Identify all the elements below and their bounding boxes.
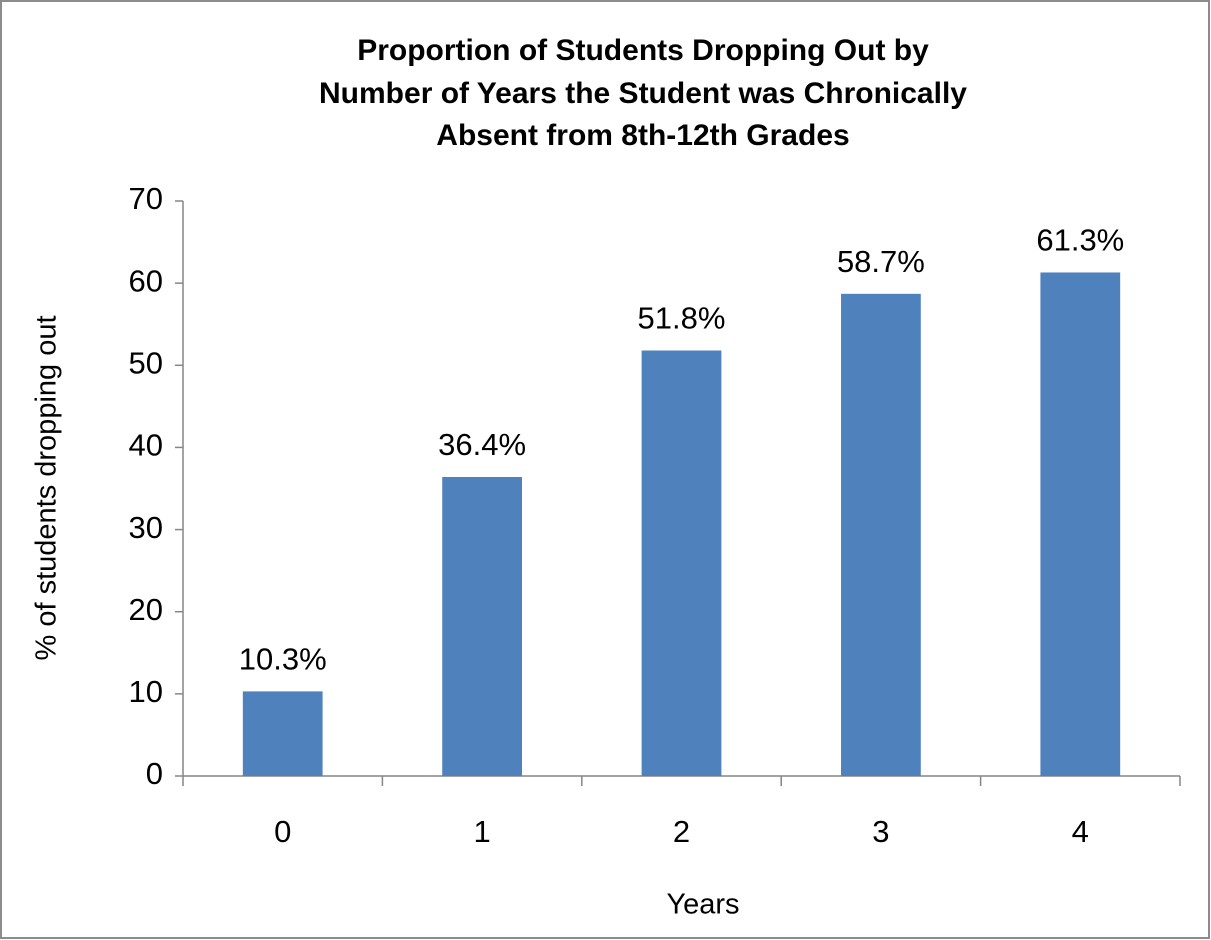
x-tick-label: 0 <box>274 814 291 849</box>
chart-title: Number of Years the Student was Chronica… <box>319 77 967 110</box>
bar <box>841 293 921 776</box>
x-tick-label: 3 <box>872 814 889 849</box>
bar <box>442 477 522 776</box>
chart-title: Absent from 8th-12th Grades <box>436 119 849 152</box>
y-tick-label: 20 <box>129 592 163 627</box>
chart-title: Proportion of Students Dropping Out by <box>357 34 929 67</box>
bar <box>641 350 722 776</box>
x-axis-label: Years <box>666 889 739 921</box>
bar <box>242 691 323 776</box>
y-tick-label: 0 <box>146 756 163 791</box>
value-label: 10.3% <box>239 642 327 677</box>
y-axis-label: % of students dropping out <box>31 315 63 660</box>
x-tick-label: 1 <box>473 814 490 849</box>
y-tick-label: 10 <box>129 674 163 709</box>
value-label: 51.8% <box>638 301 726 336</box>
value-label: 58.7% <box>837 244 925 279</box>
y-tick-label: 30 <box>129 510 163 545</box>
value-label: 61.3% <box>1036 223 1124 258</box>
value-label: 36.4% <box>438 427 526 462</box>
y-tick-label: 50 <box>129 345 163 380</box>
x-tick-label: 4 <box>1072 814 1089 849</box>
y-tick-label: 60 <box>129 263 163 298</box>
y-tick-label: 40 <box>129 428 163 463</box>
x-tick-label: 2 <box>673 814 690 849</box>
y-tick-label: 70 <box>129 181 163 216</box>
bar <box>1040 272 1121 776</box>
